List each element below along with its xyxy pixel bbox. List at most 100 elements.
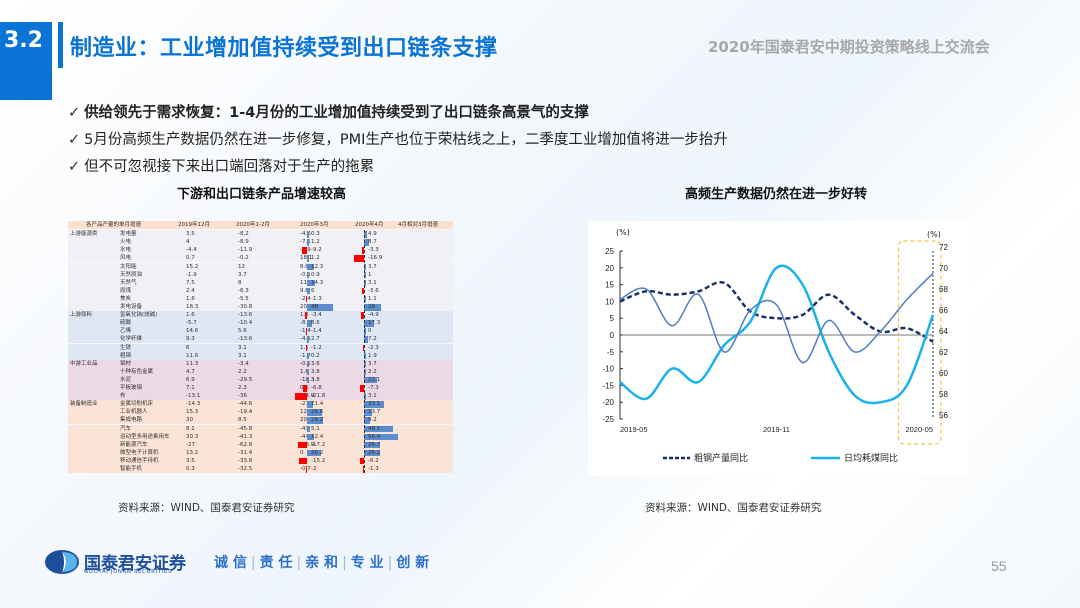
data-bar	[297, 441, 307, 449]
y-tick-right: 70	[939, 264, 948, 273]
cell-value: -43.9	[300, 441, 315, 448]
cell-value: 6	[186, 344, 190, 351]
product-name: 布	[120, 393, 126, 400]
cell-value: 14.3	[311, 279, 324, 286]
cell-value: -44	[300, 433, 309, 440]
cell-value: 15.2	[186, 263, 199, 270]
check-icon: ✓	[68, 132, 81, 148]
table-row: 乙烯 14.6 5.6 -1.4-1.4 0	[68, 327, 453, 336]
data-bar	[307, 287, 311, 295]
cell-value: 29.2	[311, 417, 324, 424]
data-bar	[307, 352, 309, 360]
table-row: 工业机器人 15.3 -19.4 12.926.6 13.7	[68, 408, 453, 417]
bullet-text: 5月份高频生产数据仍然在进一步修复，PMI生产也位于荣枯线之上，二季度工业增加值…	[84, 132, 728, 148]
product-name: 发电量	[120, 231, 137, 238]
cell-value: -3.3	[368, 247, 379, 254]
cell-value: -1.3	[368, 466, 379, 472]
y-tick-left: 25	[605, 247, 614, 256]
cell-value: 5.6	[238, 328, 247, 335]
cell-value: 8	[238, 279, 242, 286]
cell-value: 28	[368, 304, 375, 310]
data-bar	[307, 433, 314, 441]
cell-value: -7.3	[368, 385, 379, 391]
left-chart-title: 下游和出口链条产品增速较高	[177, 187, 347, 202]
cell-value: -2.3	[368, 344, 379, 351]
cell-value: 15.3	[186, 409, 199, 416]
cell-value: 18.1	[300, 254, 312, 262]
cell-value: 22.1	[368, 376, 381, 383]
column-header: 2019年12月	[178, 222, 210, 228]
check-icon: ✓	[68, 159, 81, 175]
cell-value: 9.6	[300, 287, 309, 294]
y-tick-left: 15	[605, 281, 614, 290]
cell-value: 0.3	[311, 231, 320, 238]
cell-value: 1.6	[186, 312, 195, 319]
table-row: 微型电子计算机 13.2 -31.4 0 26.2 26.2	[68, 448, 453, 457]
cell-value: 3.1	[238, 344, 247, 351]
cell-value: 13.7	[368, 409, 381, 416]
data-bar	[307, 425, 310, 432]
y-tick-right: 62	[939, 348, 948, 357]
cell-value: 7.1	[186, 385, 195, 391]
section-number-box	[0, 22, 52, 100]
column-header: 2020年3月	[300, 222, 329, 228]
data-bar	[307, 336, 309, 343]
data-bar	[305, 328, 307, 335]
cell-value: 20	[300, 417, 307, 424]
data-bar	[364, 425, 393, 432]
y-tick-right: 64	[939, 327, 948, 336]
cell-value: 48	[311, 304, 318, 310]
product-name: 火电	[120, 239, 132, 246]
column-header: 2020年1-2月	[236, 222, 270, 228]
cell-value: 8.7	[368, 239, 377, 246]
cell-value: 1.2	[311, 255, 320, 262]
data-bar	[305, 344, 307, 351]
product-name: 天然气	[120, 279, 137, 286]
data-bar	[295, 393, 307, 400]
cell-value: -6.8	[311, 385, 322, 391]
table-row: 新能源汽车 -27 -62.8 -43.9 -17.2 26.7	[68, 440, 453, 449]
cell-value: -14.3	[186, 401, 201, 408]
data-bar	[364, 417, 370, 424]
table-row: 硫酸 -5.7 -10.4 -8.7 8.6 17.3	[68, 319, 453, 328]
cell-value: 30.3	[186, 433, 199, 440]
cell-value: 11.2	[300, 279, 312, 287]
slogan-item: 诚 信	[214, 555, 247, 571]
cell-value: -1.4	[300, 327, 311, 335]
cell-value: 1.1	[368, 295, 377, 302]
cell-value: -1.3	[311, 295, 322, 302]
cell-value: 1.9	[368, 352, 377, 359]
cell-value: 11.6	[186, 352, 199, 359]
company-name-en: GUOTAI JUNAN SECURITIES	[84, 569, 173, 575]
cell-value: 18.3	[186, 304, 199, 310]
group-label: 装备制造业	[70, 401, 98, 408]
cell-value: -15.2	[311, 457, 326, 464]
cell-value: 6.9	[186, 376, 195, 383]
cell-value: 1.6	[300, 368, 309, 375]
product-name: 原煤	[120, 287, 132, 294]
table-row: 天然原油 -1.9 3.7 -0.1 0.9 1	[68, 270, 453, 279]
cell-value: -8.2	[238, 231, 249, 238]
cell-value: 12	[238, 263, 245, 270]
cell-value: 26.2	[368, 449, 381, 456]
cell-value: 3.7	[368, 263, 377, 270]
product-name: 运动型多用途乘用车	[120, 433, 170, 440]
cell-value: 1	[368, 271, 372, 278]
y-tick-left: 0	[610, 331, 615, 340]
cell-value: -4.9	[368, 312, 379, 319]
page-number: 55	[991, 558, 1007, 574]
production-growth-table: 各产品产量的单月增速 2019年12月 2020年1-2月 2020年3月 2020年4…	[68, 221, 453, 474]
cell-value: 20	[300, 304, 307, 310]
cell-value: -29.5	[238, 376, 253, 383]
cell-value: 1.8	[186, 295, 195, 302]
cell-value: -4.5	[300, 336, 311, 343]
table-row: 太阳能 15.2 12 8.6 12.3 3.7	[68, 262, 453, 271]
product-name: 生铁	[120, 344, 132, 351]
data-bar	[362, 466, 364, 473]
cell-value: 33.1	[368, 401, 381, 408]
cell-value: -6.3	[238, 287, 249, 294]
cell-value: -5.7	[186, 320, 197, 327]
table-header: 各产品产量的单月增速 2019年12月 2020年1-2月 2020年3月 2020年4…	[68, 221, 453, 230]
right-chart-title: 高频生产数据仍然在进一步好转	[685, 187, 868, 202]
cell-value: -2.4	[300, 295, 311, 303]
